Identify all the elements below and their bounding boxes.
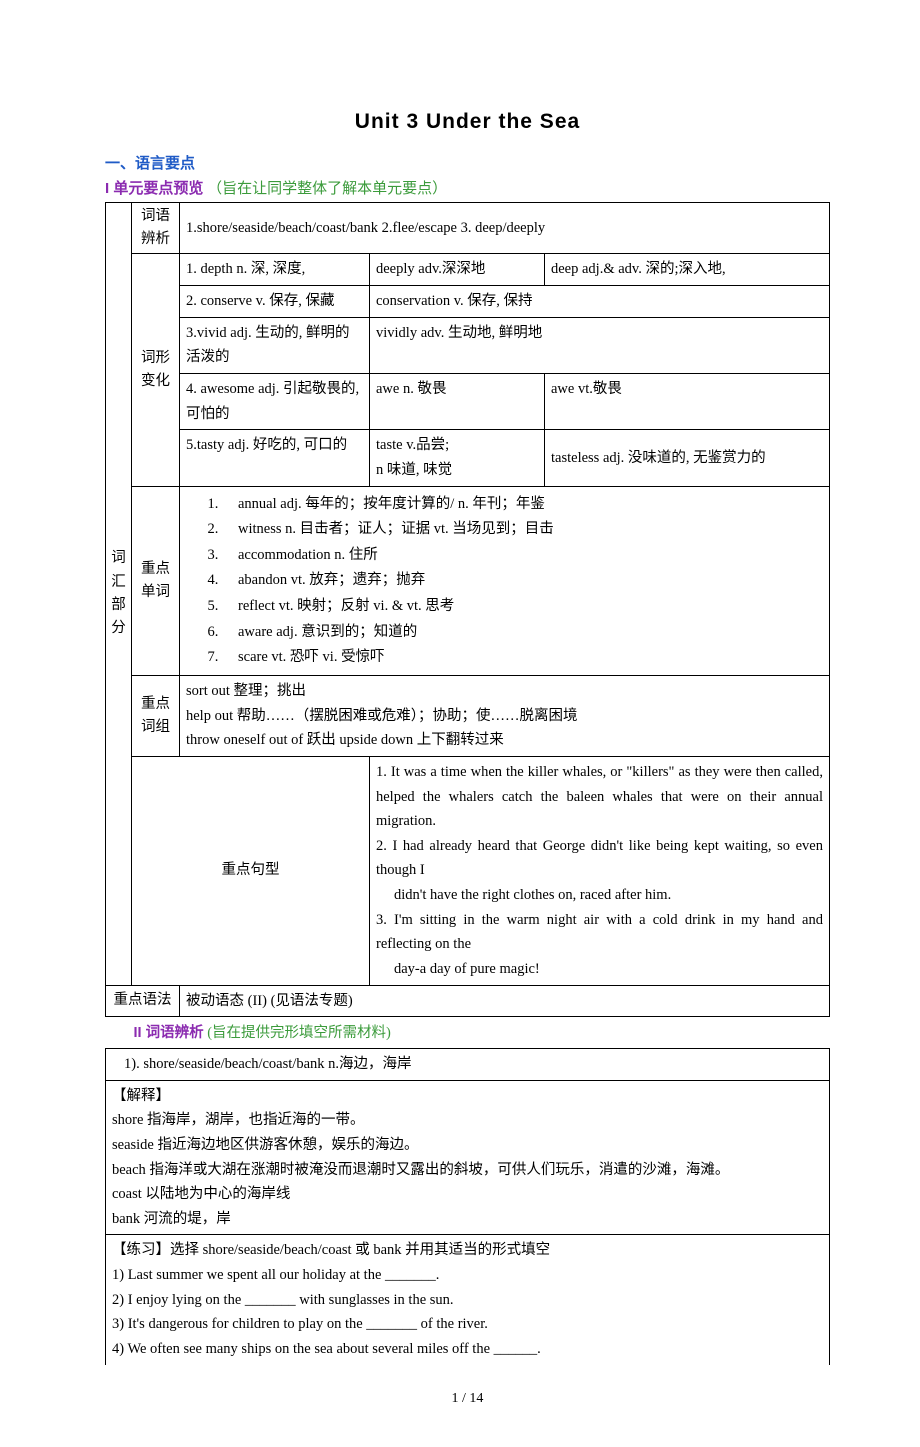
practice-1: 1) Last summer we spent all our holiday … [112,1263,823,1288]
label-zdjx: 重点句型 [132,756,370,985]
subhead-1-line: I 单元要点预览 （旨在让同学整体了解本单元要点） [105,177,830,198]
explain-cell: 【解释】 shore 指海岸，湖岸，也指近海的一带。 seaside 指近海边地… [106,1080,830,1235]
cxbh-r5c1: 5.tasty adj. 好吃的, 可口的 [180,430,370,486]
cxbh-r4c2: awe n. 敬畏 [370,373,545,429]
row-zdcz: 重点词组 sort out 整理；挑出 help out 帮助……（摆脱困难或危… [106,675,830,756]
key-word-1: annual adj. 每年的；按年度计算的/ n. 年刊；年鉴 [222,492,823,517]
cybx-content: 1.shore/seaside/beach/coast/bank 2.flee/… [180,203,830,254]
sec2-title: 1). shore/seaside/beach/coast/bank n.海边，… [106,1048,830,1080]
cxbh-r5c2: taste v.品尝; n 味道, 味觉 [370,430,545,486]
explain-l2: seaside 指近海边地区供游客休憩，娱乐的海边。 [112,1133,823,1158]
key-word-7: scare vt. 恐吓 vi. 受惊吓 [222,645,823,670]
row-section2-head: II 词语辨析 (旨在提供完形填空所需材料) [106,1017,830,1049]
cxbh-r3c2: vividly adv. 生动地, 鲜明地 [370,317,830,373]
sentence-3a: 3. I'm sitting in the warm night air wit… [376,908,823,957]
cxbh-r4c3: awe vt.敬畏 [545,373,830,429]
key-word-3: accommodation n. 住所 [222,543,823,568]
section2-note: (旨在提供完形填空所需材料) [207,1025,391,1041]
cxbh-r4c1: 4. awesome adj. 引起敬畏的, 可怕的 [180,373,370,429]
row-zddc: 重点单词 annual adj. 每年的；按年度计算的/ n. 年刊；年鉴 wi… [106,486,830,675]
sentence-1: 1. It was a time when the killer whales,… [376,760,823,834]
key-word-4: abandon vt. 放弃；遗弃；抛弃 [222,568,823,593]
row-cxbh-2: 2. conserve v. 保存, 保藏 conservation v. 保存… [106,286,830,318]
practice-3: 3) It's dangerous for children to play o… [112,1312,823,1337]
label-zdyf: 重点语法 [106,985,180,1017]
row-zdjx: 重点句型 1. It was a time when the killer wh… [106,756,830,985]
sentence-2a: 2. I had already heard that George didn'… [376,834,823,883]
row-cxbh-4: 4. awesome adj. 引起敬畏的, 可怕的 awe n. 敬畏 awe… [106,373,830,429]
zdyf-content: 被动语态 (II) (见语法专题) [180,985,830,1017]
subhead-1-note: （旨在让同学整体了解本单元要点） [207,181,447,197]
zdjx-content: 1. It was a time when the killer whales,… [370,756,830,985]
zdcz-content: sort out 整理；挑出 help out 帮助……（摆脱困难或危难）；协助… [180,675,830,756]
key-words-list: annual adj. 每年的；按年度计算的/ n. 年刊；年鉴 witness… [222,492,823,670]
row-practice: 【练习】选择 shore/seaside/beach/coast 或 bank … [106,1235,830,1365]
cxbh-r1c1: 1. depth n. 深, 深度, [180,254,370,286]
cxbh-r2c1: 2. conserve v. 保存, 保藏 [180,286,370,318]
key-word-6: aware adj. 意识到的；知道的 [222,620,823,645]
explain-l4: coast 以陆地为中心的海岸线 [112,1182,823,1207]
row-zdyf: 重点语法 被动语态 (II) (见语法专题) [106,985,830,1017]
page-root: Unit 3 Under the Sea 一、语言要点 I 单元要点预览 （旨在… [0,0,920,1447]
main-table: 词汇部分 词语辨析 1.shore/seaside/beach/coast/ba… [105,202,830,1365]
label-cxbh: 词形变化 [132,254,180,486]
row-sec2-title: 1). shore/seaside/beach/coast/bank n.海边，… [106,1048,830,1080]
sentence-3b: day-a day of pure magic! [376,957,823,982]
key-word-2: witness n. 目击者；证人；证据 vt. 当场见到；目击 [222,517,823,542]
cxbh-r5c3: tasteless adj. 没味道的, 无鉴赏力的 [545,430,830,486]
subhead-1: I 单元要点预览 [105,180,203,197]
row-cxbh-1: 词形变化 1. depth n. 深, 深度, deeply adv.深深地 d… [106,254,830,286]
practice-head: 【练习】选择 shore/seaside/beach/coast 或 bank … [112,1238,823,1263]
label-zdcz: 重点词组 [132,675,180,756]
explain-head: 【解释】 [112,1084,823,1109]
label-zddc: 重点单词 [132,486,180,675]
label-cybx: 词语辨析 [132,203,180,254]
cxbh-r3c1: 3.vivid adj. 生动的, 鲜明的活泼的 [180,317,370,373]
cxbh-r2c2: conservation v. 保存, 保持 [370,286,830,318]
row-explain: 【解释】 shore 指海岸，湖岸，也指近海的一带。 seaside 指近海边地… [106,1080,830,1235]
row-cybx: 词汇部分 词语辨析 1.shore/seaside/beach/coast/ba… [106,203,830,254]
section-1-header: 一、语言要点 [105,152,830,173]
practice-4: 4) We often see many ships on the sea ab… [112,1337,823,1362]
zddc-content: annual adj. 每年的；按年度计算的/ n. 年刊；年鉴 witness… [180,486,830,675]
row-cxbh-3: 3.vivid adj. 生动的, 鲜明的活泼的 vividly adv. 生动… [106,317,830,373]
outer-label: 词汇部分 [106,203,132,986]
cxbh-r1c3: deep adj.& adv. 深的;深入地, [545,254,830,286]
row-cxbh-5: 5.tasty adj. 好吃的, 可口的 taste v.品尝; n 味道, … [106,430,830,486]
section2-head: II 词语辨析 [134,1025,204,1041]
cxbh-r1c2: deeply adv.深深地 [370,254,545,286]
explain-l3: beach 指海洋或大湖在涨潮时被淹没而退潮时又露出的斜坡，可供人们玩乐，消遣的… [112,1158,823,1183]
practice-cell: 【练习】选择 shore/seaside/beach/coast 或 bank … [106,1235,830,1365]
sentence-2b: didn't have the right clothes on, raced … [376,883,823,908]
explain-l1: shore 指海岸，湖岸，也指近海的一带。 [112,1108,823,1133]
explain-l5: bank 河流的堤，岸 [112,1207,823,1232]
unit-title: Unit 3 Under the Sea [105,110,830,134]
page-number: 1 / 14 [105,1391,830,1407]
practice-2: 2) I enjoy lying on the _______ with sun… [112,1288,823,1313]
key-word-5: reflect vt. 映射；反射 vi. & vt. 思考 [222,594,823,619]
